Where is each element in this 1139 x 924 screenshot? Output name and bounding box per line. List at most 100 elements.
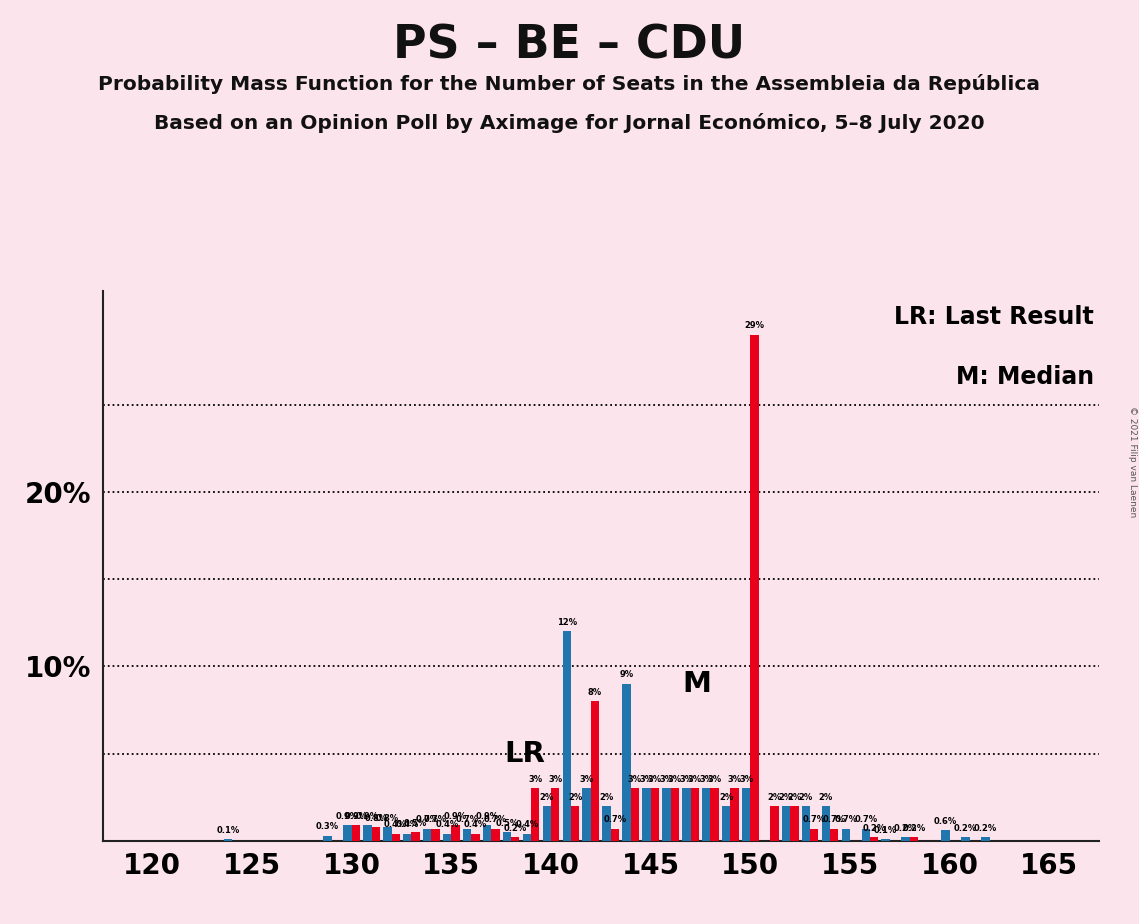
Bar <box>491 829 500 841</box>
Bar <box>770 806 779 841</box>
Bar <box>223 839 232 841</box>
Bar <box>690 788 699 841</box>
Bar <box>622 684 631 841</box>
Bar <box>443 833 451 841</box>
Bar <box>483 825 491 841</box>
Bar <box>711 788 719 841</box>
Text: 2%: 2% <box>819 793 833 802</box>
Text: 0.7%: 0.7% <box>822 815 846 824</box>
Bar <box>542 806 551 841</box>
Text: 3%: 3% <box>679 775 694 784</box>
Bar <box>671 788 679 841</box>
Bar <box>563 631 571 841</box>
Text: PS – BE – CDU: PS – BE – CDU <box>393 23 746 68</box>
Text: 3%: 3% <box>728 775 741 784</box>
Text: 0.7%: 0.7% <box>416 815 439 824</box>
Bar <box>870 837 878 841</box>
Text: 0.2%: 0.2% <box>894 824 917 833</box>
Text: 8%: 8% <box>588 687 603 697</box>
Bar <box>842 829 850 841</box>
Bar <box>961 837 969 841</box>
Text: 0.7%: 0.7% <box>803 815 826 824</box>
Bar <box>523 833 531 841</box>
Bar <box>502 833 511 841</box>
Text: 0.8%: 0.8% <box>376 813 399 822</box>
Text: 0.9%: 0.9% <box>355 812 379 821</box>
Bar <box>371 827 380 841</box>
Bar <box>363 825 371 841</box>
Bar <box>591 701 599 841</box>
Text: 0.9%: 0.9% <box>336 812 359 821</box>
Bar <box>650 788 659 841</box>
Bar <box>403 833 411 841</box>
Text: 0.2%: 0.2% <box>974 824 997 833</box>
Text: 0.2%: 0.2% <box>953 824 977 833</box>
Bar <box>722 806 730 841</box>
Text: 3%: 3% <box>699 775 713 784</box>
Bar <box>511 837 519 841</box>
Bar <box>432 829 440 841</box>
Bar <box>882 839 890 841</box>
Bar <box>343 825 352 841</box>
Bar <box>551 788 559 841</box>
Text: 0.5%: 0.5% <box>404 819 427 828</box>
Bar <box>603 806 611 841</box>
Text: 0.1%: 0.1% <box>216 826 239 834</box>
Text: Based on an Opinion Poll by Aximage for Jornal Económico, 5–8 July 2020: Based on an Opinion Poll by Aximage for … <box>154 113 985 133</box>
Text: 2%: 2% <box>719 793 734 802</box>
Text: 0.7%: 0.7% <box>834 815 858 824</box>
Text: 0.7%: 0.7% <box>854 815 877 824</box>
Bar <box>790 806 798 841</box>
Bar <box>781 806 790 841</box>
Text: 0.7%: 0.7% <box>484 815 507 824</box>
Text: 0.4%: 0.4% <box>435 821 459 830</box>
Text: 0.1%: 0.1% <box>874 826 898 834</box>
Text: LR: Last Result: LR: Last Result <box>894 305 1095 329</box>
Bar <box>861 829 870 841</box>
Text: 0.5%: 0.5% <box>495 819 518 828</box>
Bar <box>323 835 331 841</box>
Text: 3%: 3% <box>667 775 682 784</box>
Bar <box>462 829 472 841</box>
Text: 3%: 3% <box>707 775 722 784</box>
Text: 0.9%: 0.9% <box>475 812 499 821</box>
Text: 0.7%: 0.7% <box>424 815 448 824</box>
Text: 0.6%: 0.6% <box>934 817 957 826</box>
Bar <box>702 788 711 841</box>
Text: 0.7%: 0.7% <box>456 815 478 824</box>
Bar <box>662 788 671 841</box>
Text: 0.7%: 0.7% <box>604 815 626 824</box>
Bar <box>810 829 819 841</box>
Text: 3%: 3% <box>628 775 642 784</box>
Bar <box>411 833 420 841</box>
Bar <box>830 829 838 841</box>
Text: 0.9%: 0.9% <box>344 812 368 821</box>
Bar <box>741 788 751 841</box>
Text: M: Median: M: Median <box>956 365 1095 389</box>
Bar <box>910 837 918 841</box>
Text: 0.4%: 0.4% <box>515 821 539 830</box>
Bar <box>730 788 739 841</box>
Text: 0.9%: 0.9% <box>444 812 467 821</box>
Text: 9%: 9% <box>620 671 633 679</box>
Text: 3%: 3% <box>548 775 563 784</box>
Text: 2%: 2% <box>798 793 813 802</box>
Text: 2%: 2% <box>599 793 614 802</box>
Text: 0.4%: 0.4% <box>464 821 487 830</box>
Bar <box>631 788 639 841</box>
Text: 2%: 2% <box>568 793 582 802</box>
Text: 3%: 3% <box>528 775 542 784</box>
Text: 0.2%: 0.2% <box>862 824 886 833</box>
Bar <box>383 827 392 841</box>
Bar <box>423 829 432 841</box>
Bar <box>901 837 910 841</box>
Bar <box>531 788 540 841</box>
Bar <box>751 334 759 841</box>
Text: 3%: 3% <box>659 775 673 784</box>
Text: LR: LR <box>505 739 546 768</box>
Text: 0.2%: 0.2% <box>503 824 527 833</box>
Text: 2%: 2% <box>540 793 554 802</box>
Text: 3%: 3% <box>639 775 654 784</box>
Bar <box>392 833 400 841</box>
Bar <box>682 788 690 841</box>
